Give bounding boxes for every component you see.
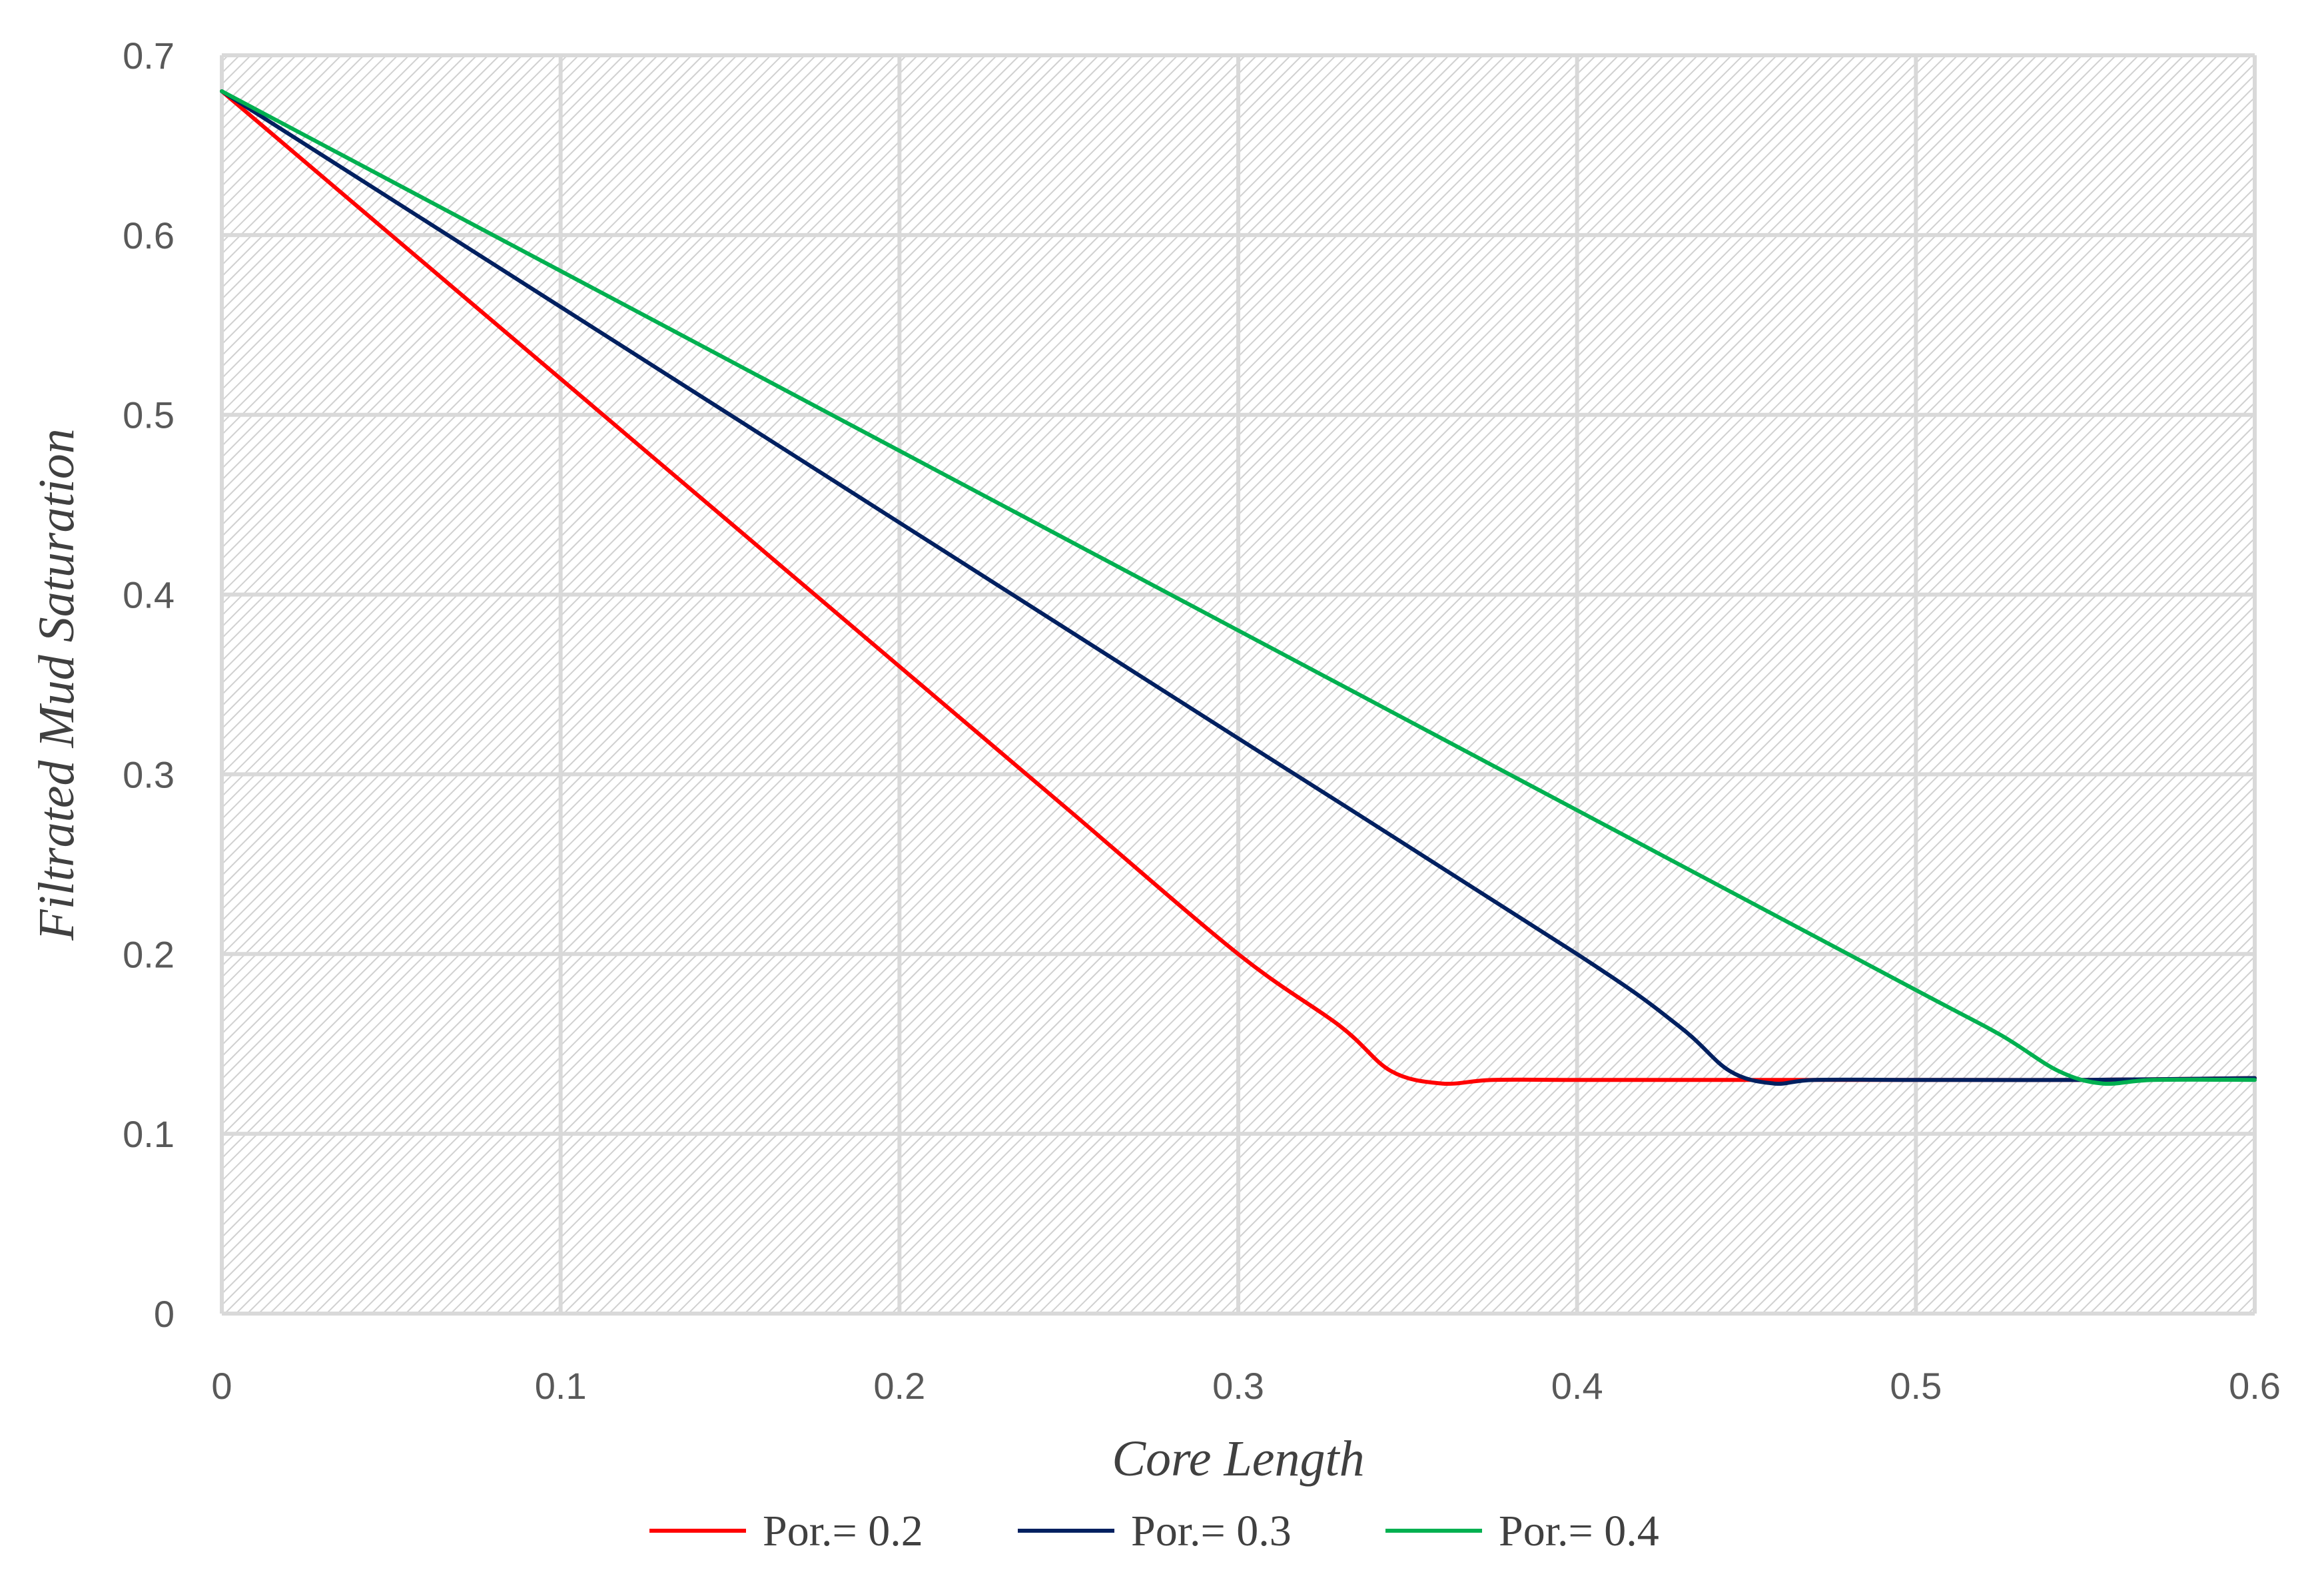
legend-label-1: Por.= 0.2: [763, 1507, 923, 1555]
legend-label-2: Por.= 0.3: [1131, 1507, 1292, 1555]
legend-label-3: Por.= 0.4: [1499, 1507, 1659, 1555]
series-line-2: [220, 89, 2257, 1086]
x-axis-title: Core Length: [1112, 1431, 1364, 1487]
x-tick-label: 0.2: [873, 1365, 925, 1407]
x-tick-label: 0.5: [1890, 1365, 1942, 1407]
x-tick-label: 0.6: [2229, 1365, 2281, 1407]
y-tick-label: 0.5: [123, 394, 175, 436]
series-line-3: [220, 89, 2257, 1086]
y-tick-label: 0: [154, 1293, 175, 1335]
y-tick-label: 0.2: [123, 933, 175, 975]
x-tick-label: 0.4: [1551, 1365, 1603, 1407]
y-axis-title: Filtrated Mud Saturation: [29, 428, 85, 941]
tick-labels: 0 0.1 0.2 0.3 0.4 0.5 0.6 0.7 0 0.1 0.2 0.3 0.4 0.5 0.…: [123, 35, 2281, 1407]
series-layer: [220, 89, 2257, 1086]
x-tick-label: 0.1: [535, 1365, 587, 1407]
x-tick-label: 0.3: [1212, 1365, 1264, 1407]
y-tick-label: 0.1: [123, 1113, 175, 1155]
legend: Por.= 0.2 Por.= 0.3 Por.= 0.4: [649, 1507, 1659, 1555]
y-tick-label: 0.3: [123, 753, 175, 795]
y-tick-label: 0.7: [123, 35, 175, 77]
x-tick-label: 0: [211, 1365, 232, 1407]
y-tick-label: 0.6: [123, 214, 175, 256]
y-tick-label: 0.4: [123, 574, 175, 616]
